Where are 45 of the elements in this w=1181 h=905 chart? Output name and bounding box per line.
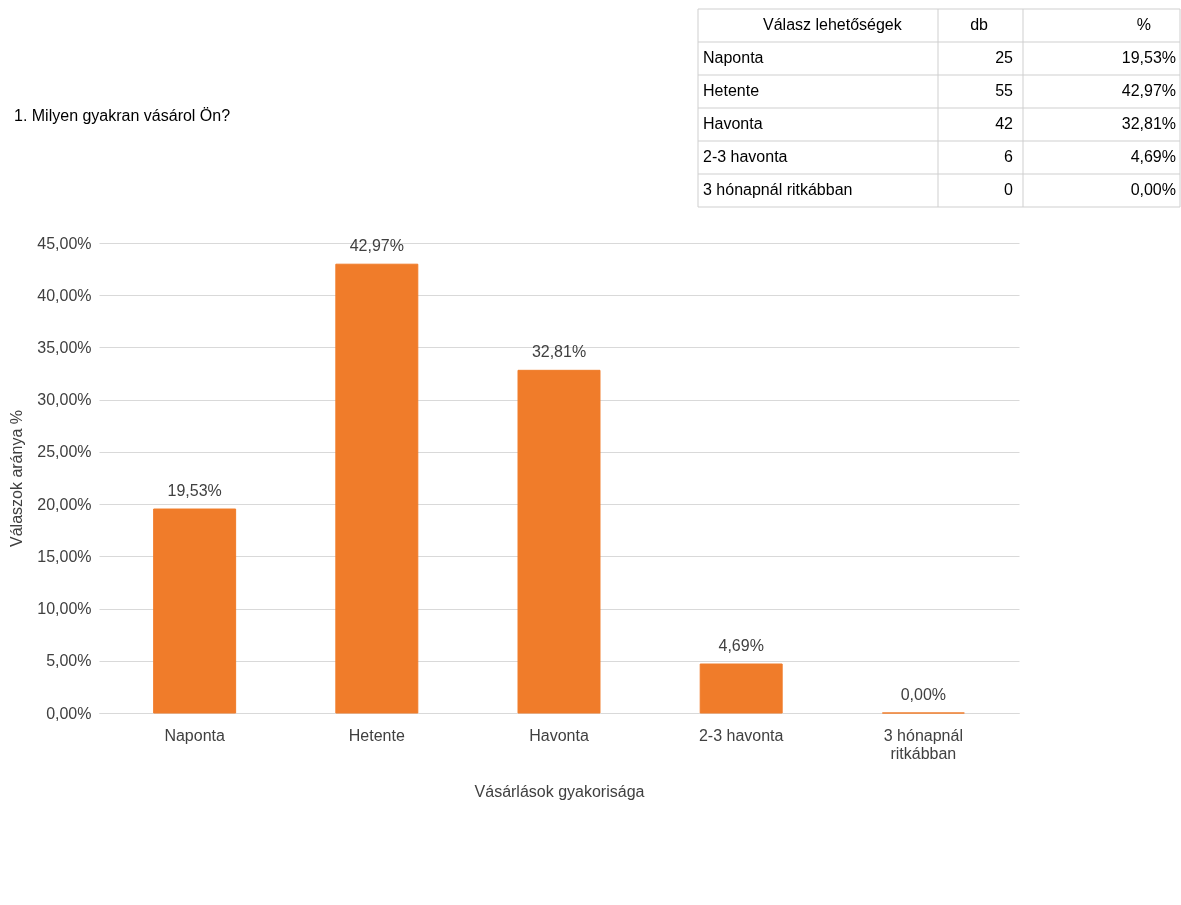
x-axis-title: Vásárlások gyakorisága: [474, 782, 645, 800]
text: 2-3 havonta: [703, 148, 788, 165]
text: Válasz lehetőségek: [763, 16, 903, 33]
text: 6: [1004, 148, 1014, 165]
text: %: [1136, 16, 1151, 33]
text: db: [970, 16, 989, 33]
y-tick-label: 5,00%: [46, 652, 92, 670]
text: 42,97%: [1121, 82, 1176, 99]
text: Hetente: [703, 82, 760, 99]
y-axis-title: Válaszok aránya %: [8, 410, 26, 547]
data-label: 4,69%: [718, 637, 764, 655]
y-tick-label: 25,00%: [37, 443, 92, 461]
text: 55: [995, 82, 1014, 99]
text: 19,53%: [1121, 49, 1176, 66]
data-label: 42,97%: [349, 237, 404, 255]
text: 4,69%: [1130, 148, 1176, 165]
y-tick-label: 20,00%: [37, 495, 92, 513]
text: 42: [995, 115, 1014, 132]
y-tick-label: 40,00%: [37, 286, 92, 304]
text: 0: [1004, 181, 1014, 198]
bar: [517, 369, 601, 714]
x-tick-label: Havonta: [529, 726, 589, 744]
y-tick-label: 0,00%: [46, 704, 92, 722]
y-tick-label: 45,00%: [37, 234, 92, 252]
data-label: 19,53%: [167, 482, 222, 500]
x-tick-label: 2-3 havonta: [698, 726, 784, 744]
bar: [699, 663, 783, 714]
y-tick-label: 30,00%: [37, 391, 92, 409]
text: 0,00%: [1130, 181, 1176, 198]
text: 3 hónapnál ritkábban: [703, 181, 853, 198]
text: Havonta: [703, 115, 763, 132]
y-tick-label: 10,00%: [37, 600, 92, 618]
y-tick-label: 35,00%: [37, 338, 92, 356]
bar: [335, 263, 419, 714]
x-tick-label: Naponta: [164, 726, 225, 744]
text: 32,81%: [1121, 115, 1176, 132]
bar: [153, 508, 237, 714]
text: 25: [995, 49, 1014, 66]
text: 1. Milyen gyakran vásárol Ön?: [14, 107, 231, 124]
y-tick-label: 15,00%: [37, 547, 92, 565]
data-label: 0,00%: [900, 686, 947, 703]
x-tick-label: 3 hónapnál ritkábban: [883, 726, 963, 762]
x-tick-label: Hetente: [348, 726, 405, 744]
text: Naponta: [703, 49, 764, 66]
data-label: 32,81%: [531, 343, 587, 361]
